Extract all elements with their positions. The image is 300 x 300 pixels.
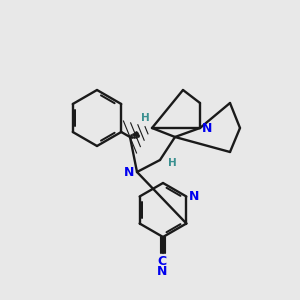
- Text: H: H: [168, 158, 177, 168]
- Text: H: H: [141, 113, 149, 123]
- Text: N: N: [157, 265, 167, 278]
- Text: N: N: [188, 190, 199, 203]
- Text: N: N: [202, 122, 212, 134]
- Text: C: C: [158, 255, 166, 268]
- Text: N: N: [124, 166, 134, 178]
